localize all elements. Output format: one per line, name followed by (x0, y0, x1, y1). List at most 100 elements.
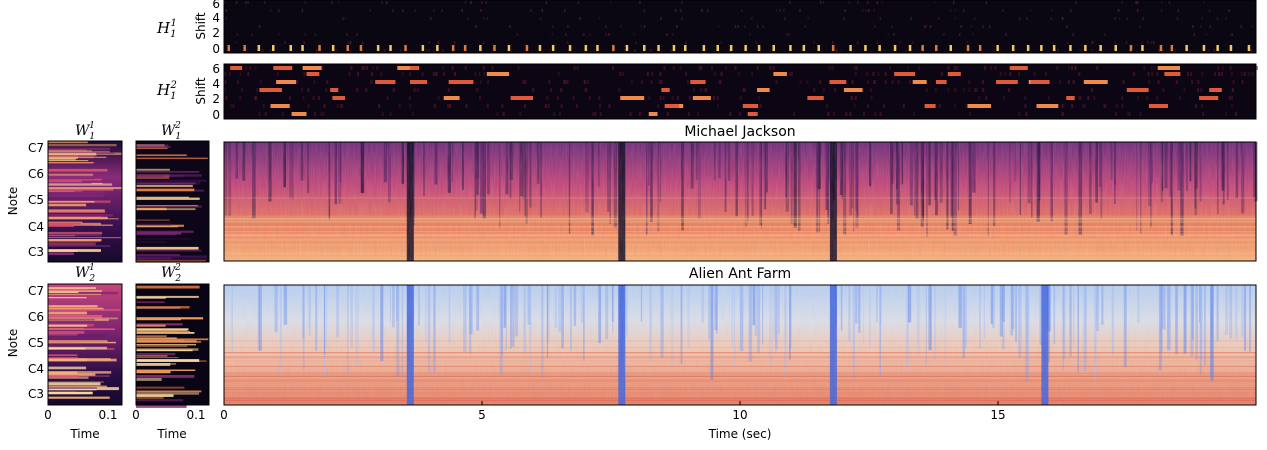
h11-cell (428, 49, 431, 52)
h12-cell (646, 72, 649, 76)
h11-peak (346, 45, 349, 51)
h12-cell (1146, 96, 1149, 100)
h12-dash (409, 66, 419, 70)
h12-cell (853, 66, 856, 70)
h11-peak (672, 45, 676, 51)
h11-cell (671, 33, 674, 36)
h11-cell (1251, 25, 1254, 28)
h12-cell (1047, 96, 1050, 100)
h12-cell (845, 112, 848, 116)
h12-cell (228, 72, 231, 76)
h12-cell (909, 80, 912, 84)
h12-cell (553, 112, 556, 116)
h12-cell (1082, 104, 1085, 108)
h11-cell (247, 1, 249, 4)
h12-cell (1228, 96, 1231, 100)
h11-cell (1209, 25, 1212, 28)
h12-dash (1199, 96, 1219, 100)
w21-ytick-c4: C4 (28, 362, 44, 376)
h12-dash (302, 66, 322, 70)
h12-cell (793, 112, 795, 116)
w11-band (48, 209, 105, 212)
h11-cell (1061, 17, 1064, 20)
h11-cell (1114, 17, 1117, 20)
w11-band (48, 160, 89, 162)
h12-cell (591, 112, 594, 116)
h12-cell (630, 80, 633, 84)
h11-cell (960, 25, 962, 28)
h11-peak (463, 45, 467, 51)
w21-yticks: C3 C4 C5 C6 C7 (28, 284, 44, 401)
w22-xtick-01: 0.1 (186, 408, 205, 422)
h12-cell (501, 104, 504, 108)
w11-band (48, 224, 75, 227)
h11-peak (1129, 45, 1133, 51)
h11-peak (684, 45, 687, 51)
h11-cell (262, 49, 264, 52)
h11-cell (643, 25, 646, 28)
h12-cell (348, 72, 351, 76)
h12-dash (273, 66, 293, 70)
h12-cell (447, 104, 450, 108)
h12-cell (713, 96, 715, 100)
w12-band (136, 188, 195, 192)
h12-dash (1126, 88, 1149, 92)
w22-band (136, 349, 193, 352)
h12-cell (451, 66, 454, 70)
w12-band (136, 176, 170, 179)
h12-dash (664, 104, 680, 108)
w21-title: W21 (75, 263, 95, 284)
h11-cell (988, 25, 991, 28)
h12-cell (968, 88, 971, 92)
h11-peak (1185, 45, 1188, 51)
h12-cell (934, 88, 937, 92)
h12-cell (556, 96, 559, 100)
h11-peak (966, 45, 970, 51)
h12-cell (575, 104, 578, 108)
h11-cell (346, 33, 348, 36)
h11-cell (954, 9, 956, 12)
h12-cell (1115, 104, 1118, 108)
h11-peak (421, 45, 425, 51)
w12-bands (136, 144, 208, 263)
h12-cell (1056, 66, 1059, 70)
h11-cell (1125, 41, 1128, 44)
h12-cell (830, 66, 833, 70)
w22-band (136, 375, 195, 378)
w12-band (136, 230, 194, 233)
h11-cell (516, 33, 519, 36)
h11-peak (864, 45, 867, 51)
h12-cell (956, 66, 959, 70)
h12-cell (1244, 72, 1247, 76)
h11-cell (225, 9, 228, 12)
h11-cell (1026, 17, 1028, 20)
h12-dash (259, 88, 282, 92)
h11-cell (923, 25, 926, 28)
h11-ytick-6: 6 (212, 0, 220, 11)
w11-band (48, 245, 111, 247)
h11-cell (579, 17, 581, 20)
h12-cell (476, 88, 479, 92)
h11-cell (335, 49, 338, 52)
h12-dash (742, 104, 759, 108)
h12-dash (843, 88, 863, 92)
h12-cell (289, 96, 291, 100)
h12-cell (301, 88, 304, 92)
h11-cell (1070, 9, 1072, 12)
h12-cell (940, 72, 943, 76)
w11-band (48, 191, 106, 194)
h12-cell (336, 104, 339, 108)
h11-cell (938, 17, 940, 20)
h12-cell (1178, 96, 1181, 100)
h12-dash (829, 80, 847, 84)
h11-peak (1247, 45, 1251, 51)
w21-band (48, 340, 108, 343)
h11-cell (304, 33, 306, 36)
w21-band (48, 385, 107, 388)
w21-ytick-c6: C6 (28, 310, 44, 324)
h12-cell (1122, 80, 1125, 84)
h12-cell (378, 104, 381, 108)
h11-cell (893, 33, 895, 36)
h11-cell (866, 1, 869, 4)
w22-band (136, 344, 196, 346)
